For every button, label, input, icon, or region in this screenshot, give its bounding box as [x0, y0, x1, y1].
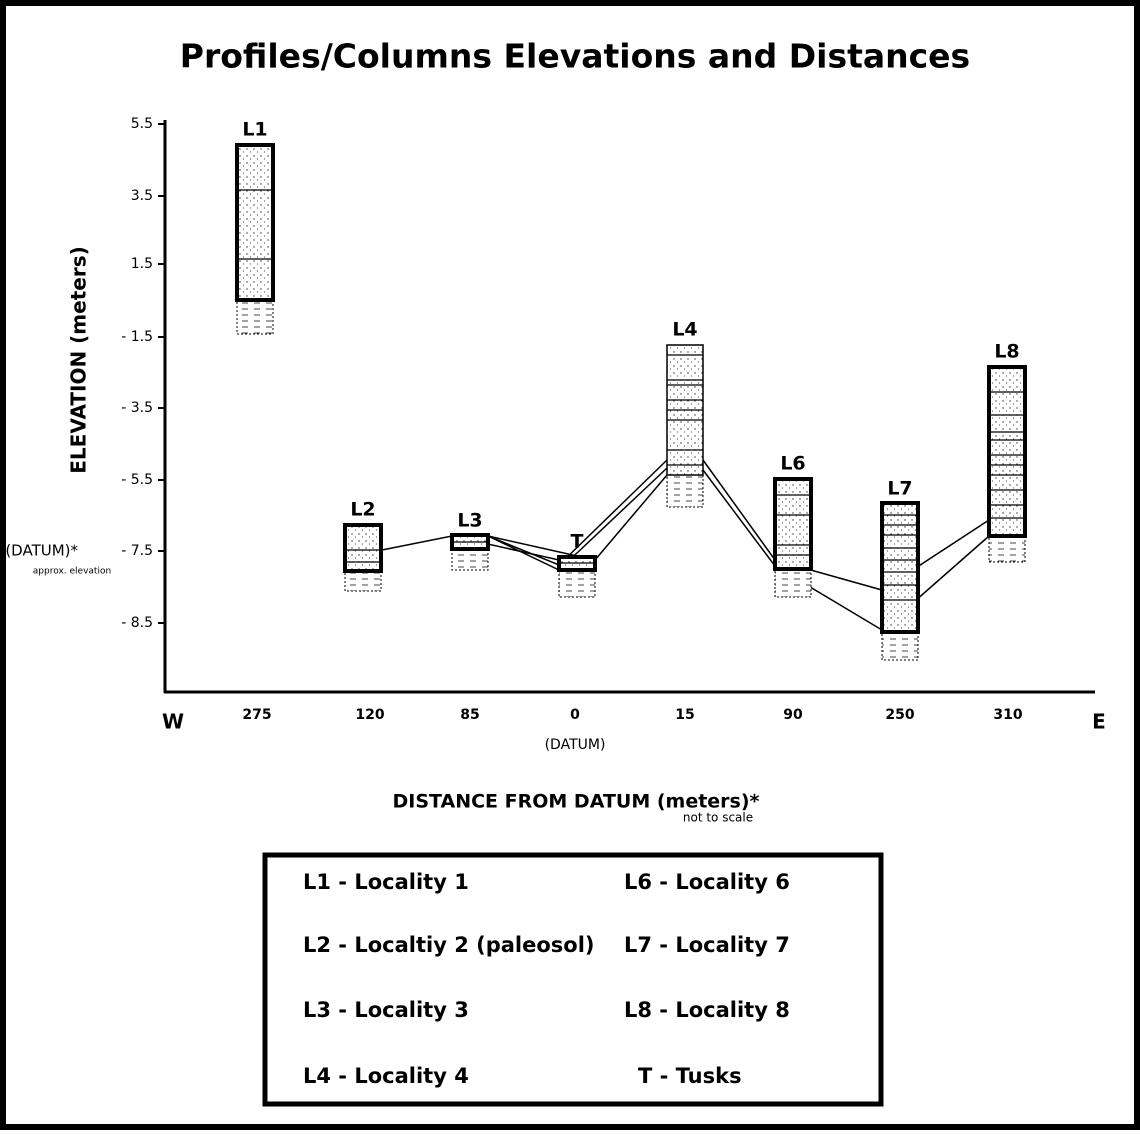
y-tick-label: - 5.5 — [121, 472, 153, 488]
x-datum-label: (DATUM) — [545, 737, 606, 753]
x-tick-label: 275 — [242, 707, 271, 723]
legend-entry: L7 - Locality 7 — [624, 933, 790, 957]
column-extension — [666, 474, 704, 508]
x-tick-label: 120 — [355, 707, 384, 723]
x-tick-label: 85 — [460, 707, 479, 723]
datum-note: approx. elevation — [33, 567, 111, 577]
legend-box — [262, 852, 884, 1107]
y-tick-label: - 8.5 — [121, 615, 153, 631]
column-label: L6 — [780, 453, 805, 475]
column-extension — [344, 570, 382, 592]
x-tick-label: 15 — [675, 707, 694, 723]
column-extension — [988, 535, 1026, 563]
legend-entry: L6 - Locality 6 — [624, 870, 790, 894]
column — [987, 365, 1027, 538]
column — [343, 523, 383, 573]
x-tick-label: 310 — [993, 707, 1022, 723]
datum-label: (DATUM)* — [5, 542, 78, 560]
column-extension — [236, 299, 274, 335]
column-label: L4 — [672, 319, 697, 341]
column — [773, 477, 813, 571]
column-label: L7 — [887, 478, 912, 500]
column-label: L1 — [242, 119, 267, 141]
y-axis-label: ELEVATION (meters) — [67, 246, 91, 473]
title: Profiles/Columns Elevations and Distance… — [180, 37, 970, 76]
legend-entry: L1 - Locality 1 — [303, 870, 469, 894]
x-tick-label: 250 — [885, 707, 914, 723]
legend-entry: T - Tusks — [638, 1064, 742, 1088]
legend-entry: L8 - Locality 8 — [624, 998, 790, 1022]
column-label: L8 — [994, 341, 1019, 363]
y-tick-label: 3.5 — [131, 188, 153, 204]
legend-entry: L2 - Localtiy 2 (paleosol) — [303, 933, 595, 957]
y-tick-label: - 1.5 — [121, 329, 153, 345]
east-label: E — [1092, 710, 1106, 734]
y-tick-label: 1.5 — [131, 256, 153, 272]
column-label: T — [571, 531, 584, 553]
x-tick-label: 0 — [570, 707, 580, 723]
legend-entry: L3 - Locality 3 — [303, 998, 469, 1022]
column-extension — [774, 568, 812, 598]
column — [880, 501, 920, 634]
column-extension — [451, 548, 489, 571]
column-label: L2 — [350, 499, 375, 521]
x-axis-note: not to scale — [683, 811, 753, 825]
x-tick-label: 90 — [783, 707, 803, 723]
y-tick-label: - 7.5 — [121, 543, 153, 559]
legend-entry: L4 - Locality 4 — [303, 1064, 469, 1088]
y-tick-label: 5.5 — [131, 116, 153, 132]
column-extension — [558, 569, 596, 598]
column — [235, 143, 275, 302]
y-tick-label: - 3.5 — [121, 400, 153, 416]
column-label: L3 — [457, 510, 482, 532]
x-axis-label: DISTANCE FROM DATUM (meters)* — [393, 791, 760, 813]
column-extension — [881, 631, 919, 661]
west-label: W — [162, 710, 184, 734]
